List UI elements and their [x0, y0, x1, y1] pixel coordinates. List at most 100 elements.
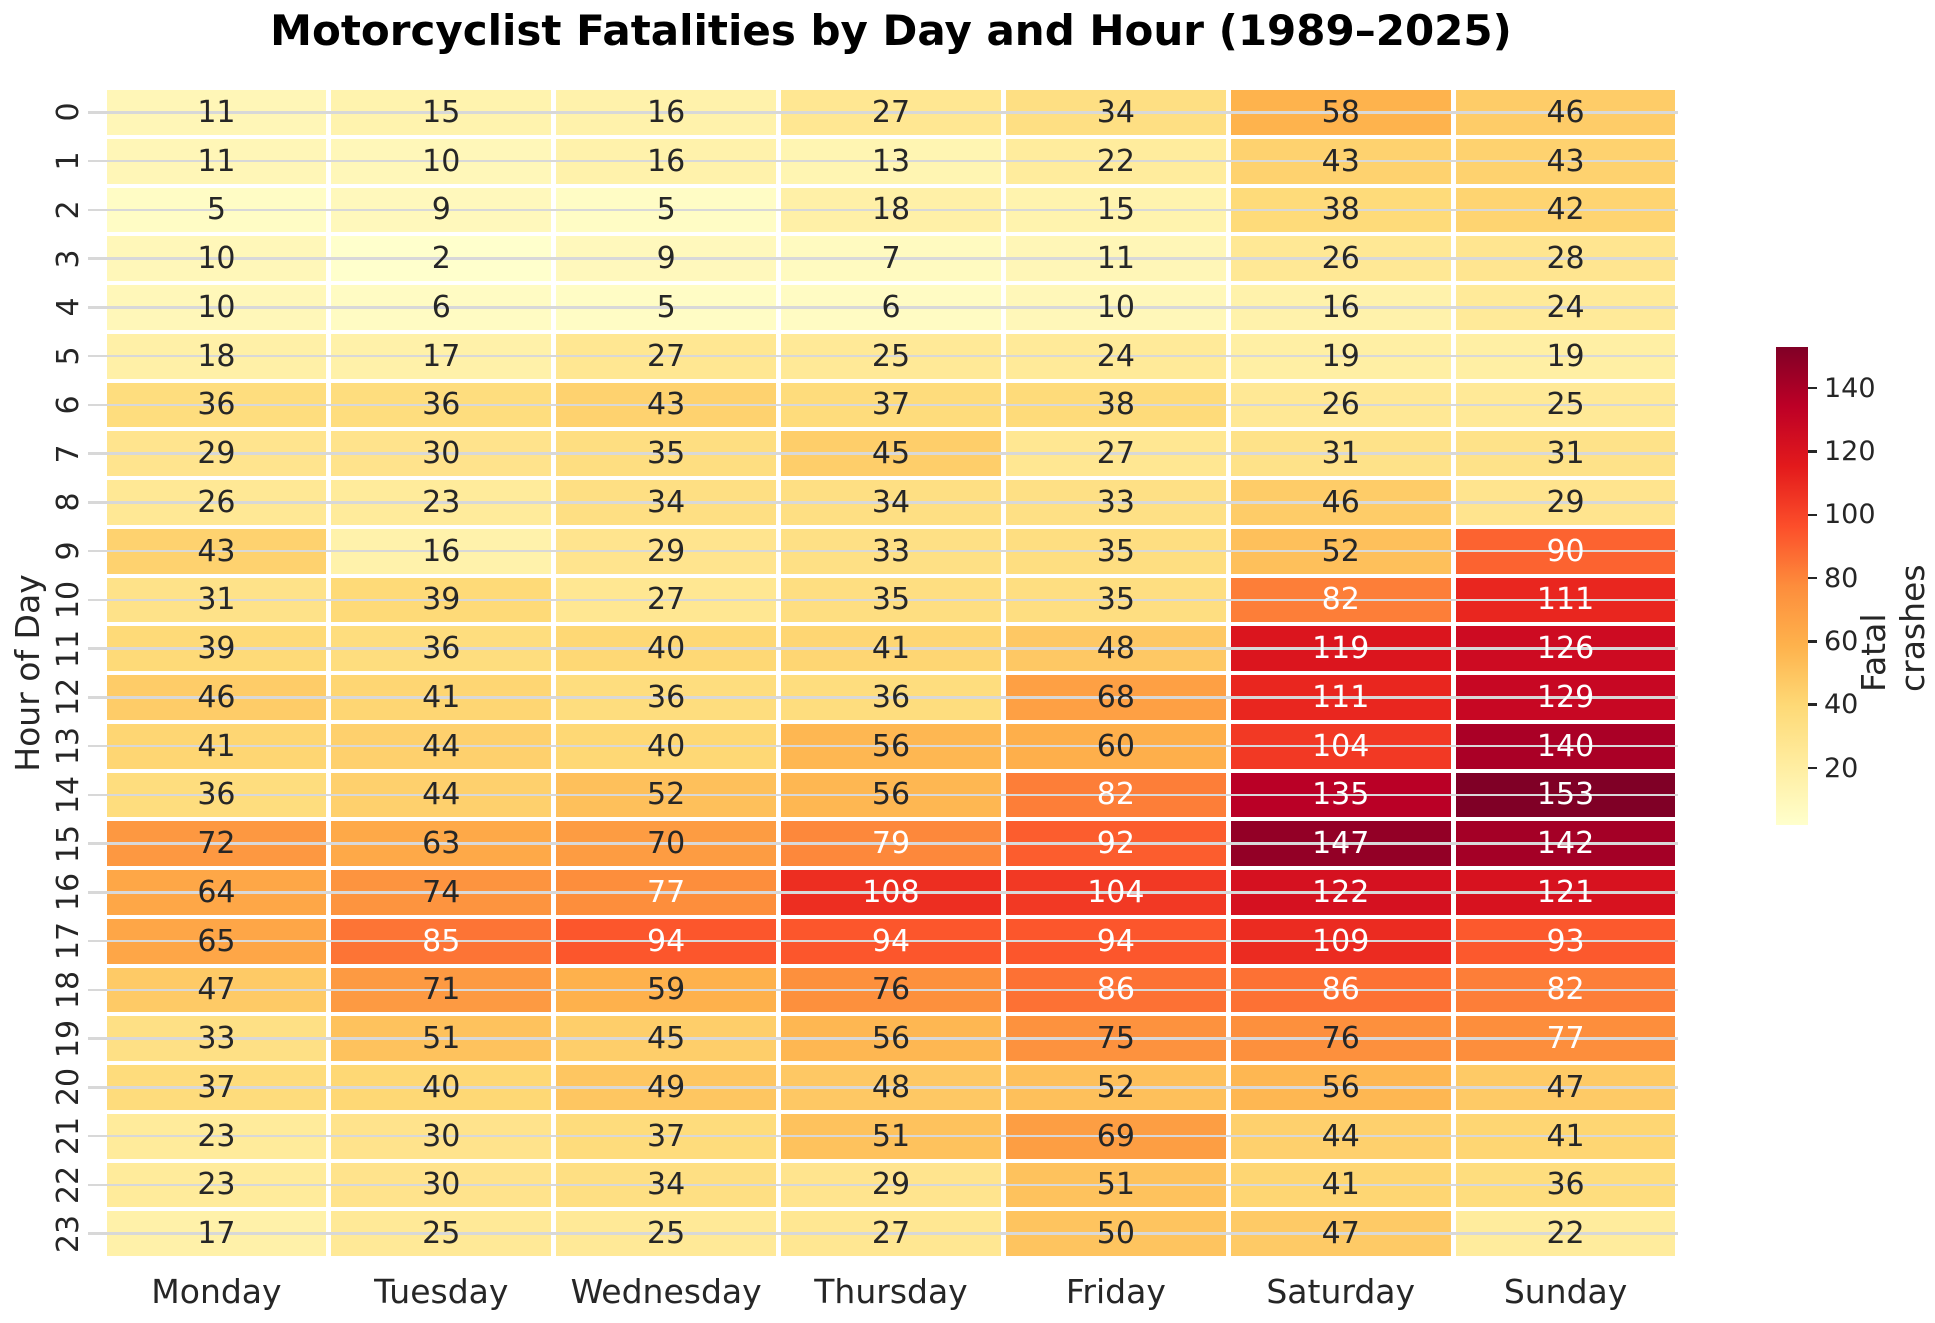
cell-value: 25: [1546, 387, 1585, 423]
row-gridline: [88, 1232, 1678, 1235]
x-tick-label: Wednesday: [570, 1272, 762, 1311]
cell-value: 64: [197, 874, 236, 910]
colorbar-tick-label: 40: [1824, 689, 1859, 721]
cell-value: 27: [647, 582, 686, 618]
cell-value: 121: [1536, 874, 1595, 910]
cell-value: 43: [1546, 143, 1585, 179]
cell-value: 41: [1546, 1118, 1585, 1154]
cell-value: 41: [871, 631, 911, 667]
cell-value: 48: [1096, 631, 1135, 667]
cell-value: 79: [871, 826, 911, 862]
cell-value: 9: [431, 192, 451, 228]
cell-value: 34: [871, 484, 911, 520]
cell-value: 47: [1546, 1069, 1585, 1105]
cell-value: 7: [881, 241, 901, 277]
row-gridline: [88, 306, 1678, 309]
cell-value: 44: [1321, 1118, 1360, 1154]
y-tick-label: 18: [50, 970, 86, 1009]
x-tick-label: Saturday: [1266, 1272, 1416, 1311]
cell-value: 44: [422, 728, 461, 764]
row-gridline: [88, 501, 1678, 504]
cell-value: 74: [422, 874, 461, 910]
cell-value: 56: [1321, 1069, 1360, 1105]
cell-value: 30: [422, 436, 461, 472]
colorbar-tick-mark: [1808, 640, 1817, 643]
cell-value: 9: [656, 241, 676, 277]
cell-value: 25: [647, 1216, 686, 1252]
x-tick-label: Monday: [151, 1272, 282, 1311]
cell-value: 6: [881, 289, 901, 325]
cell-value: 46: [197, 679, 236, 715]
cell-value: 10: [1096, 289, 1135, 325]
cell-value: 59: [647, 972, 686, 1008]
cell-value: 5: [656, 192, 676, 228]
cell-value: 94: [1096, 923, 1135, 959]
y-tick-label: 1: [50, 151, 86, 171]
cell-value: 36: [197, 777, 236, 813]
cell-value: 56: [871, 1021, 911, 1057]
cell-value: 11: [1096, 241, 1135, 277]
cell-value: 77: [1546, 1021, 1585, 1057]
cell-value: 28: [1546, 241, 1585, 277]
y-tick-label: 13: [50, 727, 86, 766]
row-gridline: [88, 1086, 1678, 1089]
cell-value: 2: [431, 241, 451, 277]
y-tick-label: 14: [50, 775, 86, 814]
y-tick-label: 16: [50, 873, 86, 912]
cell-value: 26: [197, 484, 236, 520]
cell-value: 37: [647, 1118, 686, 1154]
cell-value: 82: [1546, 972, 1585, 1008]
cell-value: 34: [647, 484, 686, 520]
cell-value: 10: [422, 143, 461, 179]
row-gridline: [88, 891, 1678, 894]
row-gridline: [88, 111, 1678, 114]
cell-value: 16: [422, 533, 461, 569]
row-gridline: [88, 257, 1678, 260]
cell-value: 34: [1096, 94, 1135, 130]
cell-value: 60: [1096, 728, 1135, 764]
row-gridline: [88, 842, 1678, 845]
cell-value: 45: [647, 1021, 686, 1057]
cell-value: 75: [1096, 1021, 1135, 1057]
cell-value: 108: [862, 874, 920, 910]
cell-value: 27: [871, 94, 911, 130]
heatmap-cell: 63: [331, 821, 552, 866]
row-gridline: [88, 939, 1678, 943]
cell-value: 24: [1096, 338, 1135, 374]
cell-value: 68: [1096, 679, 1135, 715]
cell-value: 111: [1312, 679, 1370, 715]
cell-value: 46: [1321, 484, 1360, 520]
cell-value: 63: [422, 826, 461, 862]
cell-value: 140: [1536, 728, 1595, 764]
cell-value: 5: [206, 192, 226, 228]
cell-value: 37: [197, 1069, 236, 1105]
cell-value: 27: [1096, 436, 1135, 472]
cell-value: 94: [871, 923, 911, 959]
cell-value: 10: [197, 289, 236, 325]
cell-value: 69: [1096, 1118, 1135, 1154]
cell-value: 77: [647, 874, 686, 910]
cell-value: 51: [422, 1021, 461, 1057]
cell-value: 25: [871, 338, 911, 374]
cell-value: 48: [871, 1069, 911, 1105]
cell-value: 104: [1312, 728, 1370, 764]
cell-value: 40: [647, 631, 686, 667]
heatmap-grid: 11 15 16 27 34 58 46 11 10 16 13 22 43 43 5 9 5 18 15 38 42 1…: [88, 88, 1678, 1258]
row-gridline: [88, 354, 1678, 358]
colorbar-tick-label: 120: [1824, 435, 1876, 467]
heatmap-cell: 49: [556, 1065, 777, 1110]
cell-value: 11: [197, 94, 236, 130]
heatmap-cell: 34: [556, 480, 777, 525]
cell-value: 86: [1321, 972, 1360, 1008]
cell-value: 147: [1312, 826, 1370, 862]
row-gridline: [88, 549, 1678, 553]
cell-value: 17: [197, 1216, 236, 1252]
cell-value: 52: [647, 777, 686, 813]
cell-value: 104: [1087, 874, 1145, 910]
cell-value: 43: [197, 533, 236, 569]
cell-value: 41: [197, 728, 236, 764]
cell-value: 18: [871, 192, 911, 228]
colorbar-tick-mark: [1808, 766, 1817, 770]
cell-value: 129: [1536, 679, 1595, 715]
cell-value: 43: [647, 387, 686, 423]
